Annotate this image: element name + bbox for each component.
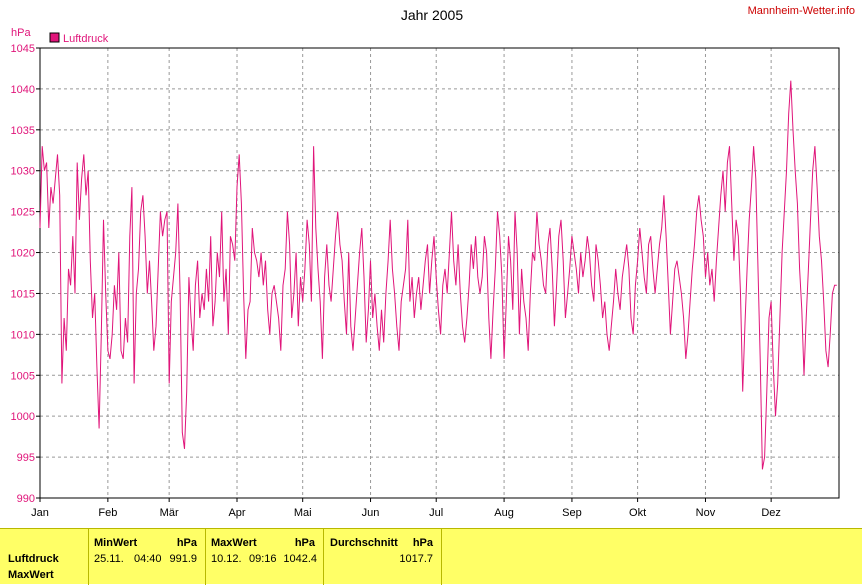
y-tick-label: 1025	[11, 207, 35, 219]
plot-frame	[39, 47, 840, 499]
max-header: MaxWert	[211, 537, 257, 549]
x-tick-label: Jul	[429, 507, 443, 519]
x-tick-label: Feb	[98, 507, 117, 519]
y-tick-label: 1030	[11, 166, 35, 178]
stats-min-column: MinWert hPa 25.11. 04:40 991.9	[89, 529, 206, 585]
avg-value: 1017.7	[399, 553, 433, 565]
min-date: 25.11.	[94, 553, 124, 565]
pressure-chart: 990 995 1000 1005 1010 1015 1020 1025 1030 1035 10…	[11, 5, 855, 519]
y-axis-unit: hPa	[11, 27, 31, 39]
x-tick-label: Sep	[562, 507, 582, 519]
min-unit: hPa	[176, 537, 197, 549]
max-time: 09:16	[249, 553, 277, 565]
y-tick-label: 1020	[11, 248, 35, 260]
statistics-panel: Luftdruck MaxWert MinWert hPa 25.11. 04:…	[0, 528, 862, 585]
site-label: Mannheim-Wetter.info	[748, 5, 855, 17]
y-tick-label: 1045	[11, 43, 35, 55]
series-line-luftdruck	[39, 80, 837, 470]
stats-max-column: MaxWert hPa 10.12. 09:16 1042.4	[206, 529, 324, 585]
x-tick-label: Okt	[629, 507, 646, 519]
y-tick-label: 1000	[11, 411, 35, 423]
x-tick-label: Aug	[494, 507, 514, 519]
row-label-luftdruck: Luftdruck	[8, 553, 59, 565]
x-tick-label: Mai	[294, 507, 312, 519]
legend-label-luftdruck: Luftdruck	[63, 33, 109, 45]
x-tick-labels: Jan Feb Mär Apr Mai Jun Jul Aug Sep Okt Nov Dez	[31, 498, 781, 519]
max-date: 10.12.	[211, 553, 242, 565]
y-tick-label: 1035	[11, 125, 35, 137]
x-tick-label: Nov	[696, 507, 716, 519]
min-time: 04:40	[134, 553, 162, 565]
x-tick-label: Mär	[160, 507, 179, 519]
x-tick-label: Jun	[362, 507, 380, 519]
max-unit: hPa	[294, 537, 315, 549]
y-tick-labels: 990 995 1000 1005 1010 1015 1020 1025 1030 1035 10…	[11, 43, 40, 505]
row-label-maxwert: MaxWert	[8, 569, 54, 581]
y-tick-label: 1040	[11, 84, 35, 96]
legend-swatch	[49, 32, 60, 43]
y-tick-label: 1015	[11, 288, 35, 300]
avg-header: Durchschnitt	[330, 537, 398, 549]
x-tick-label: Jan	[31, 507, 49, 519]
grid	[40, 48, 839, 498]
chart-title: Jahr 2005	[401, 7, 463, 23]
x-tick-label: Apr	[228, 507, 245, 519]
min-header: MinWert	[94, 537, 138, 549]
y-tick-label: 1005	[11, 370, 35, 382]
max-value: 1042.4	[283, 553, 317, 565]
stats-row-labels: Luftdruck MaxWert	[0, 529, 89, 585]
min-value: 991.9	[169, 553, 197, 565]
y-tick-label: 990	[17, 493, 35, 505]
y-tick-label: 1010	[11, 329, 35, 341]
stats-avg-column: Durchschnitt hPa 1017.7	[324, 529, 442, 585]
y-tick-label: 995	[17, 452, 35, 464]
x-tick-label: Dez	[761, 507, 781, 519]
avg-unit: hPa	[412, 537, 433, 549]
